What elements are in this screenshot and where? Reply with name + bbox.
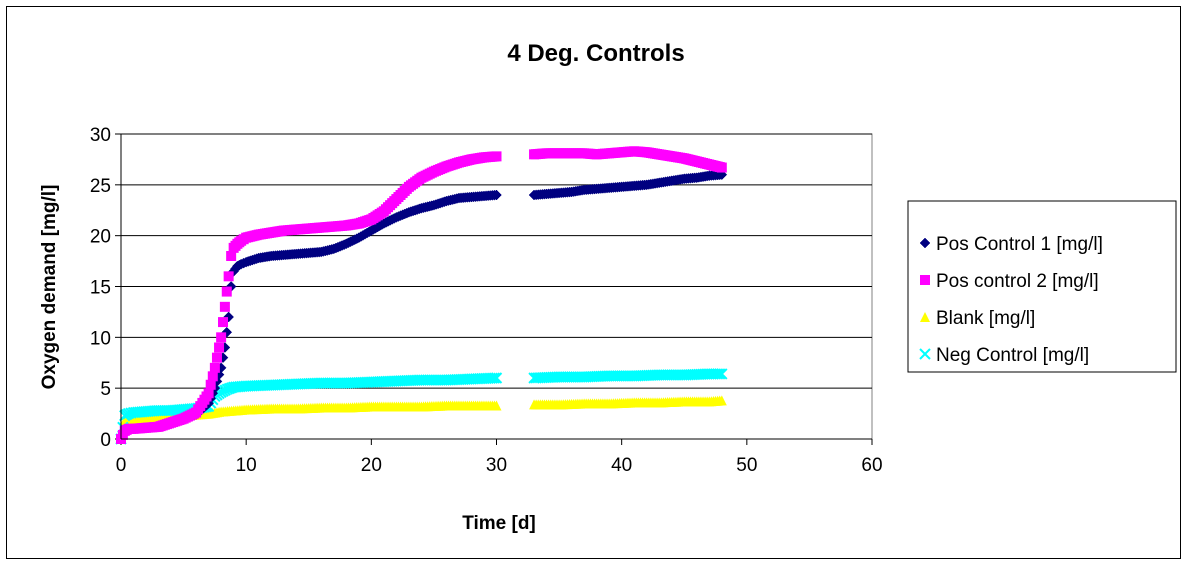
data-point (218, 317, 229, 328)
x-axis-ticks: 0 10 20 30 40 50 60 (116, 439, 883, 476)
legend-marker-2 (920, 275, 930, 285)
series-4 (115, 368, 728, 445)
legend-label-2: Pos control 2 [mg/l] (936, 271, 1099, 292)
data-point (491, 400, 502, 411)
chart-title: 4 Deg. Controls (507, 40, 684, 67)
marker-stroke (716, 368, 728, 380)
x-tick-label: 10 (236, 455, 257, 476)
data-point (490, 372, 503, 384)
y-tick-label: 25 (90, 176, 111, 197)
data-point (223, 271, 234, 282)
series-layer (115, 146, 728, 445)
legend-label-4: Neg Control [mg/l] (936, 345, 1089, 366)
x-tick-label: 40 (611, 455, 632, 476)
legend-marker-4 (919, 348, 931, 360)
y-axis-ticks: 0 5 10 15 20 25 30 (90, 125, 121, 451)
x-tick-label: 20 (361, 455, 382, 476)
x-tick-label: 30 (486, 455, 507, 476)
x-tick-label: 0 (116, 455, 127, 476)
marker-stroke (486, 372, 499, 384)
data-point (491, 151, 502, 162)
marker-stroke (488, 372, 501, 384)
legend: Pos Control 1 [mg/l] Pos control 2 [mg/l]… (907, 200, 1177, 373)
series-2 (116, 146, 727, 444)
data-point (491, 189, 502, 201)
data-point (488, 372, 501, 384)
y-axis-label: Oxygen demand [mg/l] (39, 185, 60, 390)
data-point (209, 362, 220, 373)
data-point (205, 379, 216, 390)
series-1 (115, 169, 728, 445)
legend-marker-3 (920, 312, 930, 322)
data-point (716, 368, 728, 380)
data-point (207, 371, 218, 382)
marker-stroke (919, 348, 931, 360)
legend-label-1: Pos Control 1 [mg/l] (936, 234, 1103, 255)
data-point (216, 332, 227, 343)
data-point (203, 388, 214, 399)
x-tick-label: 50 (736, 455, 757, 476)
data-point (226, 251, 237, 261)
data-point (214, 342, 225, 353)
marker-stroke (711, 368, 724, 380)
data-point (714, 368, 726, 380)
y-tick-label: 20 (90, 227, 111, 248)
data-point (219, 301, 230, 312)
legend-box (907, 200, 1177, 373)
y-tick-label: 10 (90, 328, 111, 349)
data-point (211, 352, 222, 363)
y-tick-label: 0 (100, 430, 111, 451)
data-point (486, 372, 499, 384)
x-axis-label: Time [d] (462, 513, 536, 534)
data-point (711, 368, 724, 380)
data-point (716, 395, 727, 406)
legend-marker-1 (919, 237, 931, 249)
marker-stroke (490, 372, 503, 384)
y-tick-label: 15 (90, 278, 111, 299)
data-point (221, 286, 232, 297)
series-3 (116, 395, 727, 444)
y-tick-label: 30 (90, 125, 111, 146)
data-point (716, 162, 727, 173)
legend-label-3: Blank [mg/l] (936, 308, 1035, 329)
y-tick-label: 5 (100, 379, 111, 400)
marker-stroke (714, 368, 726, 380)
x-tick-label: 60 (861, 455, 882, 476)
